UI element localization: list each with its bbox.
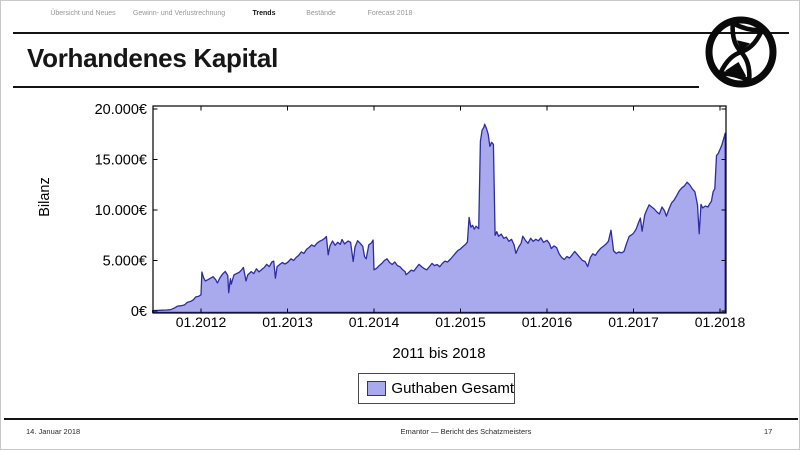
footer-page-number: 17 bbox=[764, 427, 773, 436]
x-tick-label: 01.2016 bbox=[522, 314, 573, 330]
nav-item-trends[interactable]: Trends bbox=[252, 10, 276, 17]
legend-label: Guthaben Gesamt bbox=[391, 380, 514, 397]
nav-item-gewinn-und-verlustrechnung[interactable]: Gewinn- und Verlustrechnung bbox=[132, 10, 226, 17]
x-tick-label: 01.2018 bbox=[695, 314, 746, 330]
y-tick-label: 5.000€ bbox=[103, 254, 147, 270]
y-tick-label: 15.000€ bbox=[95, 153, 147, 169]
hourglass-logo-icon bbox=[705, 16, 777, 88]
area-series-guthaben-gesamt bbox=[151, 123, 726, 314]
x-tick-label: 01.2017 bbox=[608, 314, 659, 330]
footer-divider bbox=[4, 418, 798, 420]
x-axis-title: 2011 bis 2018 bbox=[392, 345, 486, 362]
x-tick-label: 01.2015 bbox=[435, 314, 486, 330]
footer-title: Emantor — Bericht des Schatzmeisters bbox=[400, 427, 532, 436]
legend-swatch bbox=[367, 381, 387, 396]
nav-divider bbox=[13, 32, 789, 34]
x-tick-label: 01.2013 bbox=[262, 314, 313, 330]
nav-item-uebersicht-und-neues[interactable]: Übersicht und Neues bbox=[50, 10, 116, 17]
title-divider bbox=[13, 86, 699, 88]
nav-item-bestaende[interactable]: Bestände bbox=[306, 10, 336, 17]
y-tick-label: 10.000€ bbox=[95, 203, 147, 219]
y-tick-label: 20.000€ bbox=[95, 102, 147, 118]
page-title: Vorhandenes Kapital bbox=[27, 43, 278, 73]
y-tick-label: 0€ bbox=[131, 304, 147, 320]
x-tick-label: 01.2014 bbox=[349, 314, 400, 330]
x-tick-label: 01.2012 bbox=[176, 314, 227, 330]
y-axis-label: Bilanz bbox=[37, 177, 53, 217]
footer-date: 14. Januar 2018 bbox=[26, 427, 81, 436]
nav-item-forecast-2018[interactable]: Forecast 2018 bbox=[367, 10, 413, 17]
legend-box: Guthaben Gesamt bbox=[358, 373, 515, 404]
